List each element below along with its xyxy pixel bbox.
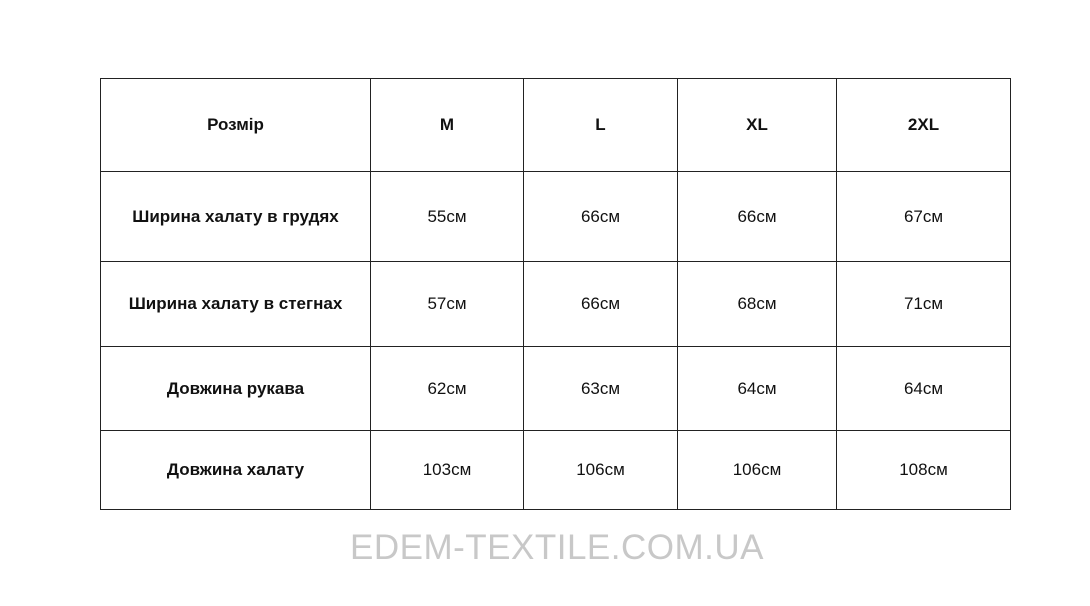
row-label: Довжина халату bbox=[100, 430, 371, 510]
table-cell: 63см bbox=[523, 346, 678, 431]
row-label: Ширина халату в стегнах bbox=[100, 261, 371, 347]
header-cell: Розмір bbox=[100, 78, 371, 172]
table-row: Ширина халату в стегнах 57см 66см 68см 7… bbox=[100, 261, 1011, 347]
table-cell: 57см bbox=[370, 261, 524, 347]
table-cell: 64см bbox=[836, 346, 1011, 431]
table-cell: 106см bbox=[523, 430, 678, 510]
header-cell: XL bbox=[677, 78, 837, 172]
header-cell: L bbox=[523, 78, 678, 172]
table-cell: 66см bbox=[677, 171, 837, 262]
table-header-row: Розмір M L XL 2XL bbox=[100, 78, 1011, 172]
table-cell: 106см bbox=[677, 430, 837, 510]
row-label: Ширина халату в грудях bbox=[100, 171, 371, 262]
table-cell: 55см bbox=[370, 171, 524, 262]
table-cell: 62см bbox=[370, 346, 524, 431]
table-cell: 66см bbox=[523, 171, 678, 262]
table-cell: 67см bbox=[836, 171, 1011, 262]
table-row: Довжина рукава 62см 63см 64см 64см bbox=[100, 346, 1011, 431]
table-cell: 64см bbox=[677, 346, 837, 431]
header-cell: 2XL bbox=[836, 78, 1011, 172]
table-row: Ширина халату в грудях 55см 66см 66см 67… bbox=[100, 171, 1011, 262]
table-row: Довжина халату 103см 106см 106см 108см bbox=[100, 430, 1011, 510]
size-chart-table: Розмір M L XL 2XL Ширина халату в грудях… bbox=[100, 78, 1011, 510]
row-label: Довжина рукава bbox=[100, 346, 371, 431]
table-cell: 103см bbox=[370, 430, 524, 510]
table-cell: 108см bbox=[836, 430, 1011, 510]
watermark: EDEM-TEXTILE.COM.UA bbox=[350, 528, 764, 567]
table-cell: 68см bbox=[677, 261, 837, 347]
header-cell: M bbox=[370, 78, 524, 172]
table-cell: 66см bbox=[523, 261, 678, 347]
table-cell: 71см bbox=[836, 261, 1011, 347]
